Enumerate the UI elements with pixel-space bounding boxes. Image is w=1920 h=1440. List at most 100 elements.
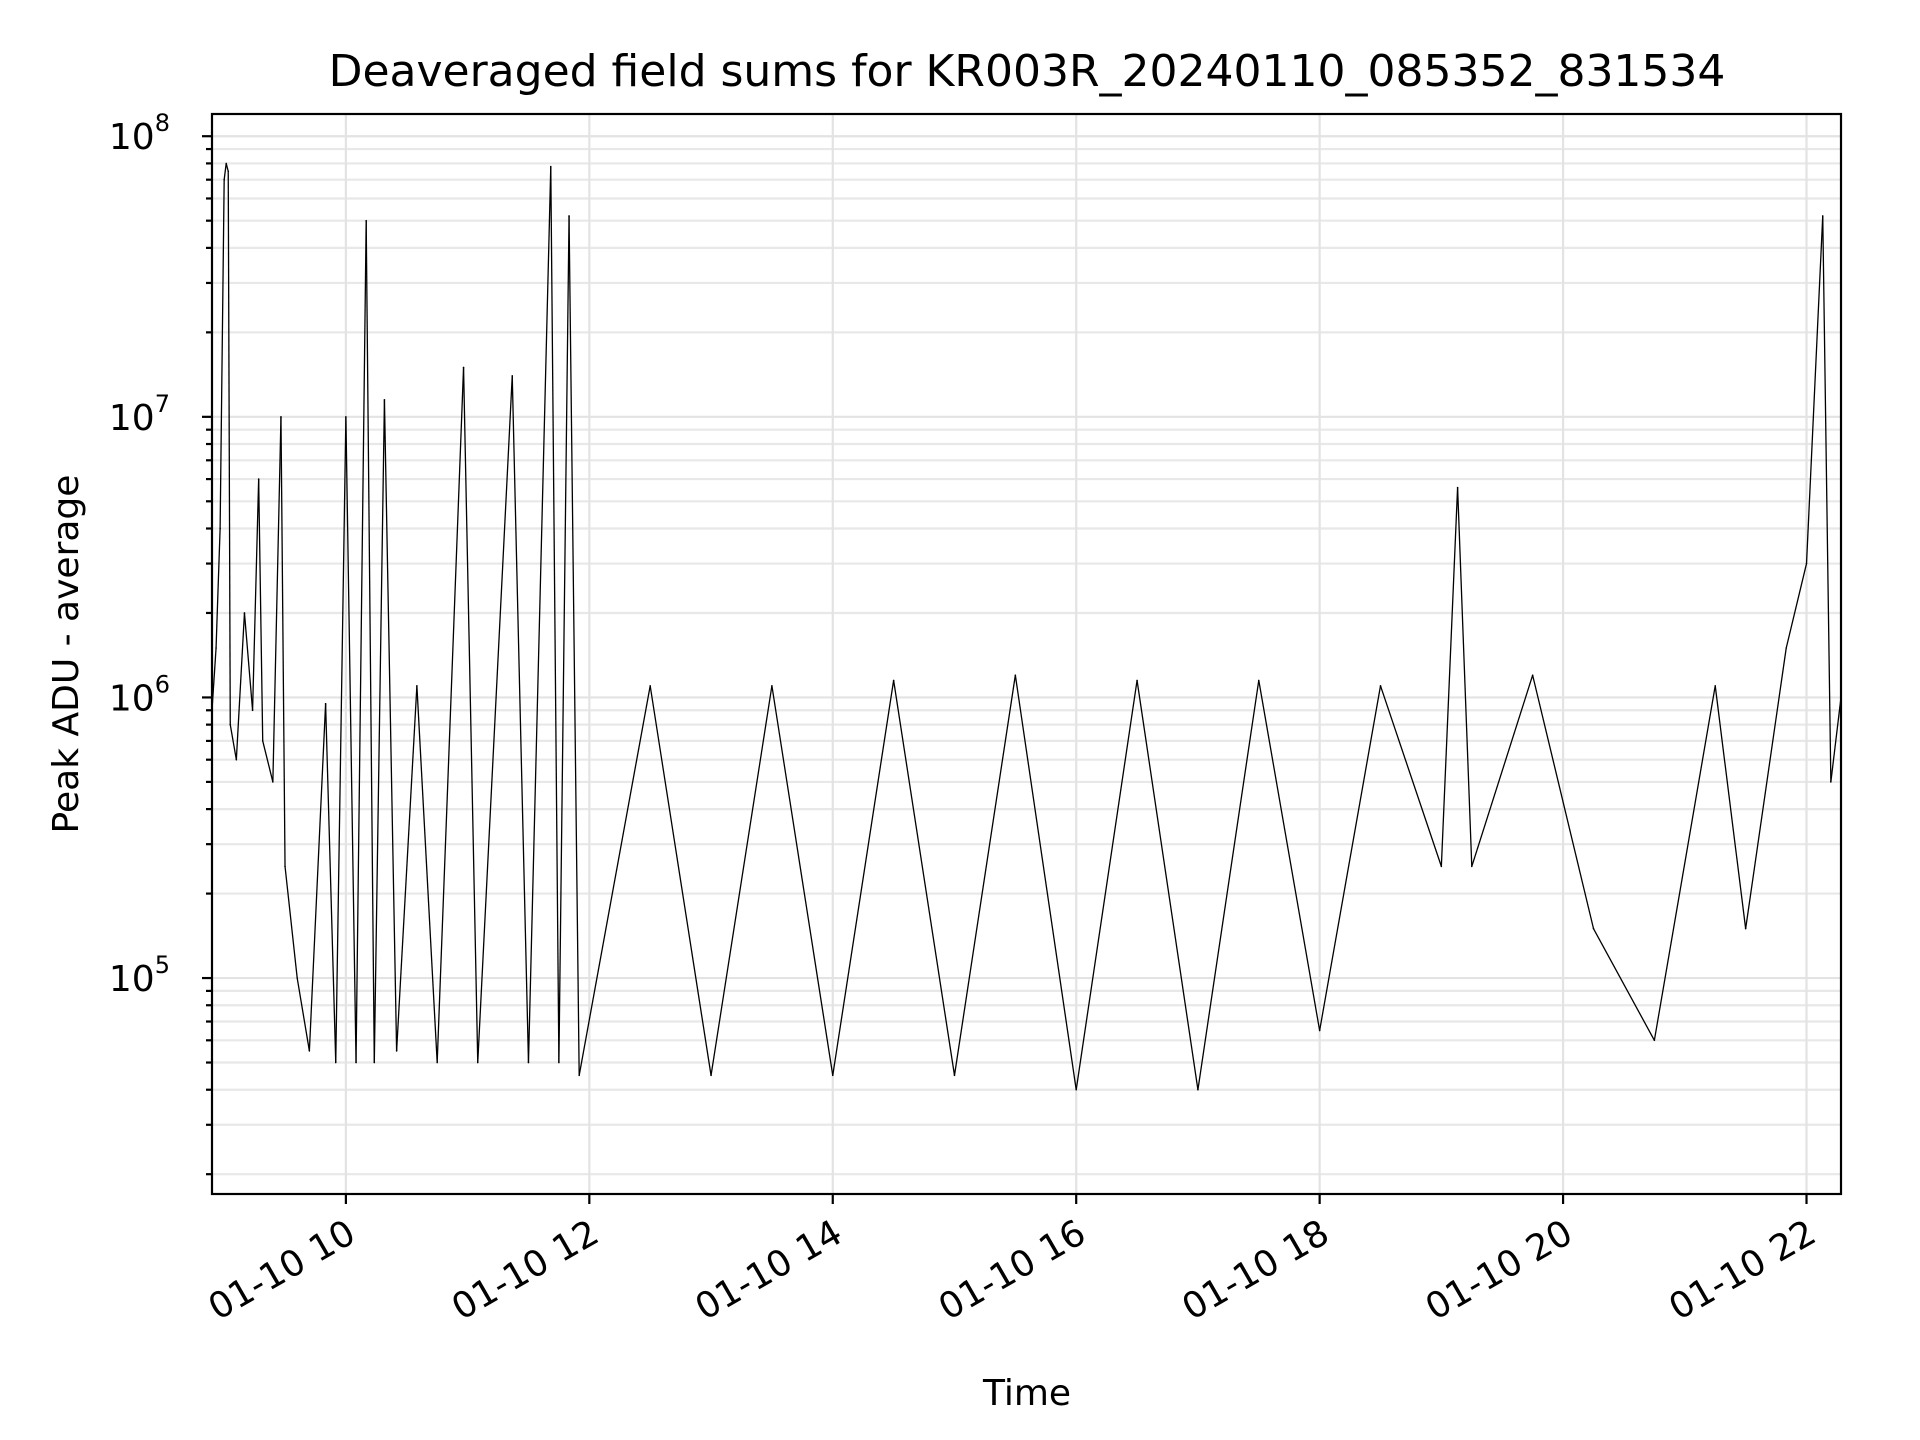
data-point	[1592, 927, 1595, 930]
series-segment	[324, 703, 337, 1063]
series-segment	[296, 977, 311, 1052]
y-tick-label: 105	[109, 951, 170, 1000]
data-point	[568, 215, 570, 217]
y-tick-label: 107	[109, 390, 170, 439]
y-tick-label: 106	[109, 670, 170, 719]
data-point	[578, 1074, 580, 1077]
series-segment	[462, 367, 479, 1063]
data-point	[1197, 1088, 1199, 1091]
data-point	[1744, 927, 1747, 930]
series-segment	[1471, 675, 1534, 867]
series-segment	[1805, 215, 1824, 564]
series-segment	[1456, 487, 1473, 867]
series-segment	[262, 740, 274, 783]
series-segment	[511, 375, 530, 1063]
series-segment	[1379, 685, 1442, 867]
series-segment	[1136, 680, 1199, 1090]
data-point	[1785, 647, 1788, 649]
series-segment	[243, 612, 254, 711]
data-point	[1075, 1088, 1078, 1091]
series-segment	[1830, 697, 1842, 782]
data-point	[227, 170, 230, 173]
series-segment	[223, 163, 227, 180]
data-point	[1257, 679, 1260, 682]
data-point	[1470, 865, 1473, 868]
y-tick-label: 108	[109, 109, 170, 158]
data-point	[345, 416, 347, 418]
series-segment	[227, 171, 231, 725]
series-segment	[395, 685, 418, 1051]
series-segment	[558, 215, 570, 1063]
data-point	[334, 1061, 337, 1064]
data-point	[462, 366, 465, 369]
data-point	[771, 685, 773, 687]
data-point	[1014, 674, 1017, 677]
data-point	[1805, 562, 1808, 565]
series-segment	[1075, 680, 1138, 1090]
y-tick-exponent: 5	[155, 951, 170, 979]
data-point	[1136, 679, 1138, 682]
series-segment	[1258, 680, 1321, 1031]
data-point	[308, 1050, 311, 1052]
series-segment	[345, 416, 357, 1063]
series-segment	[251, 479, 260, 711]
data-point	[251, 709, 254, 712]
series-segment	[568, 215, 580, 1076]
data-point	[395, 1050, 398, 1052]
series-segment	[1197, 680, 1260, 1090]
data-point	[1830, 781, 1832, 783]
data-point	[436, 1061, 438, 1064]
series-segment	[1653, 685, 1716, 1041]
data-point	[229, 723, 232, 726]
data-point	[511, 375, 514, 377]
y-tick-base: 10	[109, 398, 155, 439]
series-segment	[235, 612, 246, 760]
series-segment	[892, 680, 956, 1076]
series-layer	[211, 162, 1842, 1091]
series-segment	[1532, 675, 1595, 929]
data-point	[549, 165, 552, 168]
data-point	[953, 1074, 956, 1077]
data-point	[383, 398, 386, 401]
data-point	[892, 679, 895, 682]
y-tick-base: 10	[109, 678, 155, 719]
series-segment	[649, 685, 712, 1076]
series-segment	[1745, 647, 1787, 929]
series-segment	[284, 866, 298, 979]
series-segment	[1592, 928, 1655, 1041]
data-point	[225, 162, 228, 165]
series-segment	[1785, 563, 1808, 649]
chart-title: Deaveraged field sums for KR003R_2024011…	[329, 46, 1726, 97]
data-point	[235, 758, 238, 761]
data-point	[1440, 865, 1443, 868]
series-segment	[416, 685, 438, 1063]
series-segment	[436, 367, 465, 1063]
series-segment	[527, 166, 552, 1063]
data-point	[1456, 486, 1459, 489]
series-segment	[383, 399, 398, 1051]
data-point	[215, 647, 217, 649]
series-segment	[355, 220, 367, 1063]
series-segment	[710, 685, 773, 1076]
data-point	[1714, 685, 1717, 687]
series-segment	[1714, 685, 1747, 929]
data-point	[476, 1061, 479, 1064]
series-segment	[258, 479, 264, 741]
data-point	[365, 219, 367, 222]
y-axis-label: Peak ADU - average	[46, 475, 87, 834]
data-point	[649, 685, 651, 687]
series-segment	[215, 528, 221, 649]
series-segment	[477, 375, 513, 1063]
data-point	[355, 1061, 357, 1064]
series-segment	[578, 685, 651, 1076]
series-segment	[229, 724, 237, 760]
series-segment	[1014, 675, 1077, 1090]
series-segment	[308, 703, 327, 1051]
data-point	[243, 612, 246, 614]
data-point	[296, 977, 299, 979]
series-segment	[1440, 487, 1459, 867]
data-point	[373, 1061, 376, 1064]
data-point	[1531, 674, 1534, 677]
